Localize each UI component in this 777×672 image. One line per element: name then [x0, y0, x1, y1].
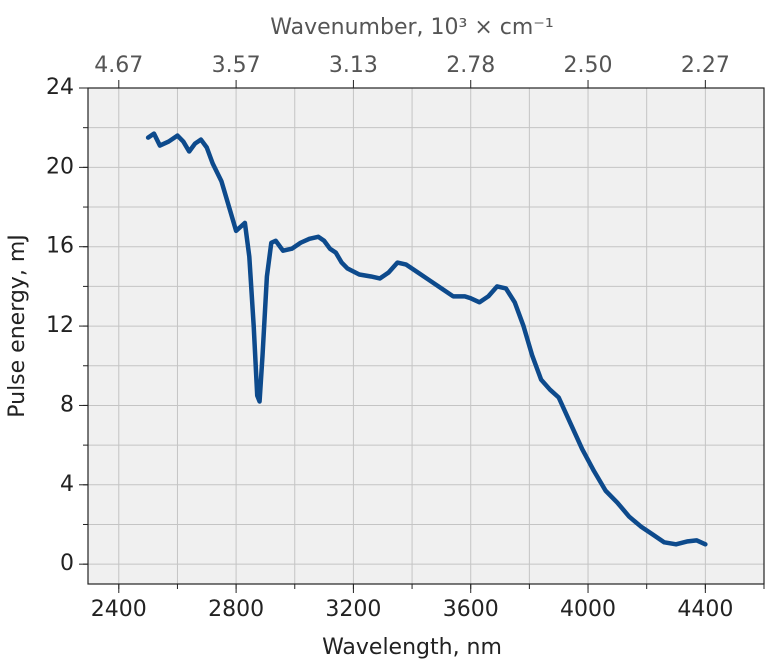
plot-area — [88, 88, 764, 584]
y-axis-label: Pulse energy, mJ — [5, 234, 30, 418]
x-tick-label: 4000 — [560, 597, 616, 622]
x2-tick-label: 2.27 — [681, 53, 730, 78]
x-tick-label: 2400 — [91, 597, 147, 622]
y-tick-label: 8 — [60, 392, 74, 417]
x-tick-label: 2800 — [208, 597, 264, 622]
y-tick-label: 24 — [46, 75, 74, 100]
y-tick-label: 12 — [46, 313, 74, 338]
x2-tick-label: 2.78 — [446, 53, 495, 78]
x-tick-label: 3600 — [443, 597, 499, 622]
x2-axis-label: Wavenumber, 10³ × cm⁻¹ — [270, 15, 553, 40]
data-line — [145, 131, 708, 547]
x2-tick-label: 2.50 — [564, 53, 613, 78]
x2-tick-label: 3.13 — [329, 53, 378, 78]
y-tick-label: 16 — [46, 234, 74, 259]
x2-tick-label: 4.67 — [94, 53, 143, 78]
y-tick-label: 4 — [60, 472, 74, 497]
plot-frame — [87, 87, 765, 585]
y-tick-label: 20 — [46, 154, 74, 179]
x2-tick-label: 3.57 — [212, 53, 261, 78]
x-tick-label: 4400 — [677, 597, 733, 622]
x-axis-label: Wavelength, nm — [322, 635, 502, 660]
y-tick-label: 0 — [60, 551, 74, 576]
x-tick-label: 3200 — [325, 597, 381, 622]
